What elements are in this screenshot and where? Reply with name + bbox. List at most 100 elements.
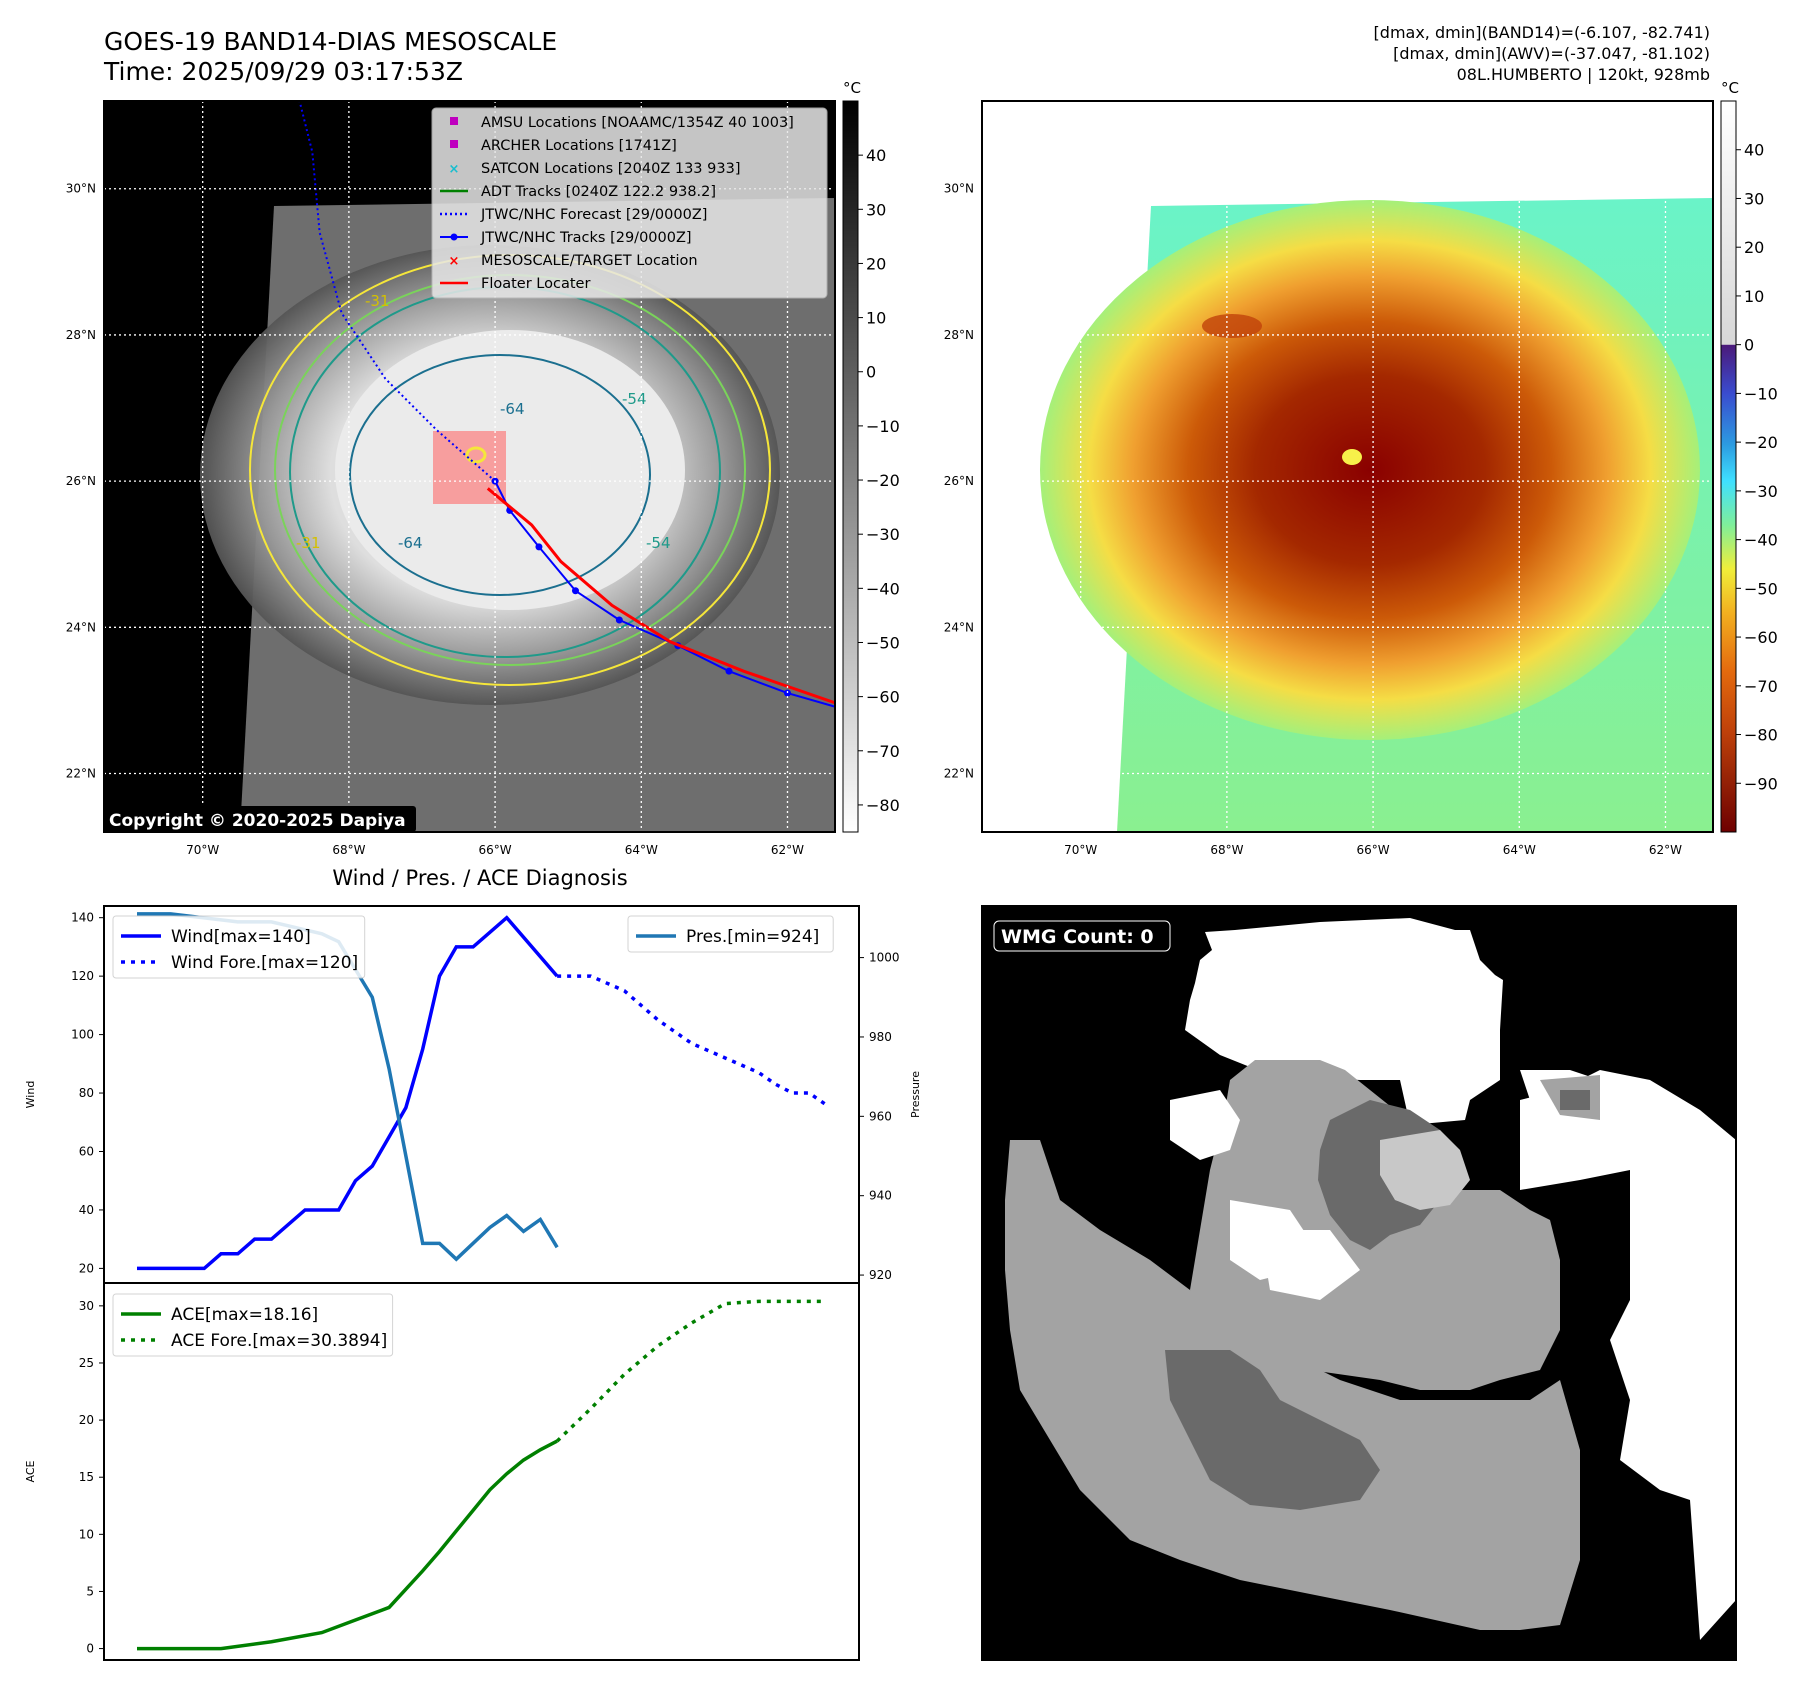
chart-legend-label: ACE Fore.[max=30.3894] [171, 1331, 387, 1351]
legend-x-marker: × [449, 254, 460, 269]
best-track-point [835, 704, 842, 711]
y-tick-label: 25 [79, 1356, 94, 1370]
lon-label: 68°W [332, 843, 365, 857]
colorbar-tick-label: −10 [866, 417, 900, 436]
ace-chart: 0 5 10 15 20 25 30 ACE ACE[max=18.16] ACE Fore.[m… [24, 1282, 860, 1661]
map1-track-layer [298, 101, 842, 711]
chart-legend-box [627, 915, 834, 953]
contour-label: -31 [296, 534, 321, 552]
best-track-point [783, 689, 791, 697]
map2-lat-labels: 30°N 28°N 26°N 24°N 22°N [944, 182, 974, 781]
lon-label: 62°W [771, 843, 804, 857]
legend-item: JTWC/NHC Tracks [29/0000Z] [440, 230, 692, 246]
y2-tick-label: 940 [869, 1189, 892, 1203]
band14-map-panel: -64 -64 -54 -54 -31 -31 30°N 28°N 26°N 24°N… [66, 79, 900, 857]
lat-label: 30°N [66, 182, 96, 196]
legend-item: × MESOSCALE/TARGET Location [449, 253, 698, 269]
colorbar-tick-label: 40 [866, 146, 886, 165]
y-tick-label: 15 [79, 1470, 94, 1484]
legend-label: ADT Tracks [0240Z 122.2 938.2] [481, 184, 716, 200]
colorbar-tick-label: 20 [866, 254, 886, 273]
colorbar-tick-label: −90 [1744, 774, 1778, 793]
legend-label: Floater Locater [481, 276, 590, 292]
lat-label: 22°N [944, 767, 974, 781]
y-tick-label: 0 [86, 1642, 94, 1656]
lat-label: 24°N [66, 620, 96, 634]
best-track-point [571, 587, 579, 595]
legend-x-marker: × [449, 162, 460, 177]
y2-axis-label: Pressure [909, 1071, 922, 1118]
series-line [557, 974, 827, 1107]
lon-label: 70°W [186, 843, 219, 857]
lat-label: 26°N [944, 474, 974, 488]
colorbar-tick-label: 10 [1744, 287, 1764, 306]
best-track-point [615, 616, 623, 624]
map1-lat-labels: 30°N 28°N 26°N 24°N 22°N [66, 182, 96, 781]
map2-lon-labels: 70°W 68°W 66°W 64°W 62°W [1064, 843, 1682, 857]
wmg-panel: WMG Count: 0 [981, 905, 1737, 1661]
lat-label: 26°N [66, 474, 96, 488]
map2-graticule [982, 101, 1713, 832]
wmg-frame [981, 905, 1737, 1661]
contour-label: -31 [365, 292, 390, 310]
legend-square-marker [450, 117, 458, 125]
diagnosis-title: Wind / Pres. / ACE Diagnosis [332, 866, 627, 890]
map1-cdo [335, 330, 685, 610]
colorbar-tick-label: 30 [1744, 189, 1764, 208]
y2-tick-label: 960 [869, 1109, 892, 1123]
awv-map-panel: 30°N 28°N 26°N 24°N 22°N 70°W 68°W 66°W 64°W 62°… [944, 79, 1778, 857]
contour-label: -54 [622, 390, 647, 408]
y-axis-label: Wind [24, 1081, 37, 1109]
colorbar-tick-label: −20 [866, 471, 900, 490]
storm-info-text: 08L.HUMBERTO | 120kt, 928mb [1457, 65, 1710, 84]
map1-legend: AMSU Locations [NOAAMC/1354Z 40 1003] ARC… [431, 107, 828, 299]
band14-colorbar-ticks: 40 30 20 10 0 −10 −20 −30 −40 −50 −60 −70 −80 [858, 146, 900, 815]
series-line [137, 1439, 558, 1651]
legend-item: JTWC/NHC Forecast [29/0000Z] [440, 207, 707, 223]
lon-label: 66°W [1357, 843, 1390, 857]
map2-eye [1342, 449, 1362, 465]
legend-label: MESOSCALE/TARGET Location [481, 253, 698, 269]
figure-time: Time: 2025/09/29 03:17:53Z [103, 57, 463, 86]
lon-label: 70°W [1064, 843, 1097, 857]
diagnosis-panel: Wind / Pres. / ACE Diagnosis 20406080100… [24, 866, 922, 1661]
legend-label: SATCON Locations [2040Z 133 933] [481, 161, 740, 177]
contour-label: -64 [398, 534, 423, 552]
band14-colorbar-unit: °C [843, 79, 861, 97]
chart-legend-label: Wind Fore.[max=120] [171, 953, 358, 973]
chart-legend-label: ACE[max=18.16] [171, 1305, 318, 1325]
colorbar-tick-label: −70 [1744, 677, 1778, 696]
y2-tick-label: 920 [869, 1268, 892, 1282]
wmg-count-text: WMG Count: 0 [1001, 926, 1154, 948]
legend-dot-marker [450, 233, 458, 241]
y-tick-label: 30 [79, 1299, 94, 1313]
y-tick-label: 140 [71, 911, 94, 925]
legend-label: AMSU Locations [NOAAMC/1354Z 40 1003] [481, 115, 794, 131]
y-tick-label: 5 [86, 1584, 94, 1598]
awv-colorbar-ticks: 40 30 20 10 0 −10 −20 −30 −40 −50 −60 −70 −80 −90 [1736, 141, 1778, 793]
y-tick-label: 20 [79, 1261, 94, 1275]
colorbar-tick-label: −30 [866, 525, 900, 544]
lat-label: 28°N [944, 328, 974, 342]
awv-colorbar-unit: °C [1721, 79, 1739, 97]
colorbar-tick-label: −50 [1744, 579, 1778, 598]
band14-colorbar [842, 100, 859, 833]
y-axis-label: ACE [24, 1460, 37, 1482]
colorbar-tick-label: −60 [866, 688, 900, 707]
lon-label: 62°W [1649, 843, 1682, 857]
colorbar-tick-label: 40 [1744, 141, 1764, 160]
colorbar-tick-label: −40 [866, 579, 900, 598]
copyright-badge [104, 806, 416, 832]
lat-label: 22°N [66, 767, 96, 781]
lat-label: 30°N [944, 182, 974, 196]
y-tick-label: 60 [79, 1144, 94, 1158]
colorbar-tick-label: −50 [866, 633, 900, 652]
legend-label: JTWC/NHC Tracks [29/0000Z] [480, 230, 692, 246]
legend-square-marker [450, 140, 458, 148]
colorbar-tick-label: −40 [1744, 531, 1778, 550]
y2-tick-label: 980 [869, 1030, 892, 1044]
legend-label: JTWC/NHC Forecast [29/0000Z] [480, 207, 707, 223]
chart-frame [103, 1282, 860, 1661]
colorbar-tick-label: 10 [866, 309, 886, 328]
awv-range-text: [dmax, dmin](AWV)=(-37.047, -81.102) [1393, 44, 1710, 63]
